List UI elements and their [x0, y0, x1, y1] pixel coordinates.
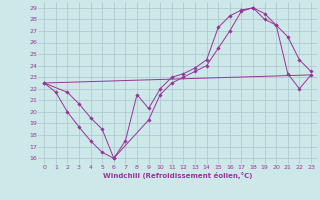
X-axis label: Windchill (Refroidissement éolien,°C): Windchill (Refroidissement éolien,°C) — [103, 172, 252, 179]
